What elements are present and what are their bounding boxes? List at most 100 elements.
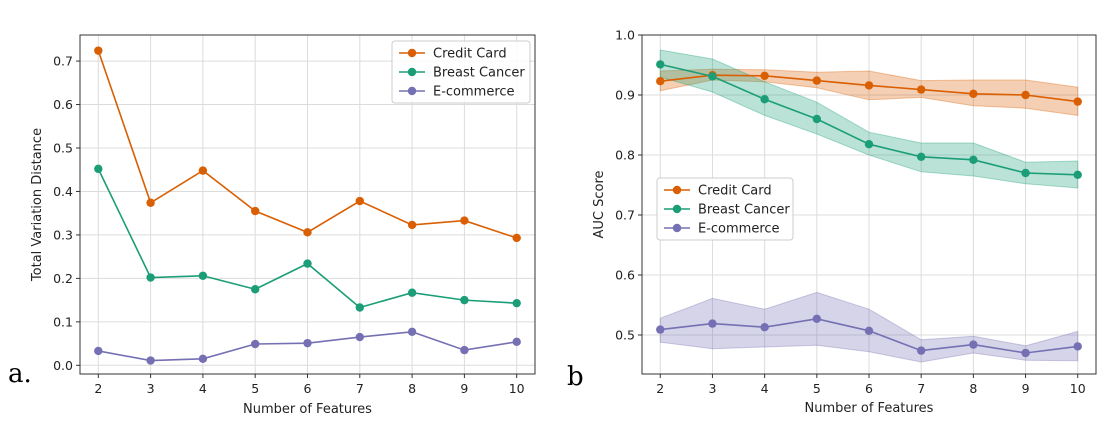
data-point-breast-cancer [94,164,103,174]
legend-label-e-commerce: E-commerce [433,85,515,100]
y-axis-label: Total Variation Distance [30,128,45,282]
y-tick-label: 0.7 [615,208,635,223]
panel-a-total-variation-distance: 2 3 4 5 6 7 8 9 10 0.0 0.1 0.2 0.3 0.4 0.5 0.6 0.7 Number… [30,34,536,417]
data-point-credit-card [355,196,364,206]
data-point-e-commerce [94,346,103,356]
data-point-breast-cancer [656,60,665,69]
y-tick-label: 0.8 [615,148,635,163]
x-tick-label: 5 [813,381,821,396]
data-point-credit-card [303,228,312,237]
legend-marker-e-commerce [672,223,682,233]
data-point-e-commerce [656,325,665,334]
data-point-breast-cancer [916,152,926,161]
x-tick-label: 2 [656,381,664,396]
y-tick-label: 0.0 [53,358,73,373]
data-point-breast-cancer [812,114,822,124]
panel-a-label: a. [8,359,32,389]
y-axis-label: AUC Score [592,170,607,238]
panel-b-auc-score: 2 3 4 5 6 7 8 9 10 0.5 0.6 0.7 0.8 0.9 1.0 Number of Fe… [592,28,1097,416]
data-point-credit-card [916,85,926,94]
confidence-band-breast-cancer [659,49,1079,189]
legend-label-credit-card: Credit Card [433,47,507,62]
legend-box [391,40,531,104]
x-tick-label: 8 [408,381,416,396]
data-point-credit-card [1021,90,1030,100]
data-point-credit-card [656,77,665,86]
x-tick-label: 9 [460,381,468,396]
data-point-breast-cancer [146,273,155,282]
data-point-breast-cancer [198,271,208,280]
y-tick-label: 0.9 [615,88,635,103]
data-point-credit-card [460,216,469,225]
legend-label-e-commerce: E-commerce [698,222,780,237]
x-tick-label: 2 [94,381,102,396]
data-point-credit-card [864,81,874,90]
data-point-breast-cancer [760,95,769,104]
data-point-credit-card [407,220,417,230]
x-tick-label: 5 [251,381,259,396]
data-point-breast-cancer [864,140,874,149]
data-point-e-commerce [812,314,822,323]
y-tick-label: 0.5 [53,141,73,156]
x-tick-label: 7 [917,381,925,396]
data-point-credit-card [512,233,521,243]
confidence-band-credit-card [659,68,1079,116]
data-point-breast-cancer [708,72,717,81]
x-tick-label: 10 [1070,381,1086,396]
data-point-credit-card [1073,97,1082,106]
data-point-e-commerce [251,339,260,349]
data-point-e-commerce [460,345,469,355]
x-tick-label: 10 [509,381,525,396]
data-point-credit-card [146,198,155,207]
data-point-breast-cancer [969,155,978,164]
data-point-e-commerce [1073,342,1082,351]
x-axis-label: Number of Features [243,402,372,417]
legend-marker-credit-card [672,185,682,195]
panel-b-label: b [567,362,584,392]
legend: Credit Card Breast Cancer E-commerce [656,177,794,241]
data-point-e-commerce [916,346,926,355]
data-point-credit-card [969,89,978,99]
x-tick-label: 3 [147,381,155,396]
legend-label-credit-card: Credit Card [698,184,772,199]
legend-marker-breast-cancer [672,204,682,214]
data-point-credit-card [812,76,822,85]
data-point-e-commerce [198,354,208,363]
data-point-e-commerce [355,332,364,342]
legend-label-breast-cancer: Breast Cancer [698,203,790,218]
legend-box [656,177,794,241]
legend-marker-e-commerce [407,86,417,96]
y-tick-label: 0.4 [53,184,73,199]
data-point-e-commerce [303,338,312,348]
data-point-breast-cancer [1021,168,1030,178]
data-point-breast-cancer [303,259,312,268]
data-point-e-commerce [760,323,769,332]
x-tick-label: 6 [304,381,312,396]
legend-marker-breast-cancer [407,67,417,77]
x-tick-label: 4 [761,381,769,396]
x-axis-label: Number of Features [805,401,934,416]
legend: Credit Card Breast Cancer E-commerce [391,40,531,104]
legend-marker-credit-card [407,48,417,58]
data-point-breast-cancer [251,285,260,294]
data-point-e-commerce [512,337,521,347]
x-tick-label: 3 [708,381,716,396]
y-tick-label: 0.6 [53,97,73,112]
y-tick-label: 0.3 [53,227,73,242]
x-tick-label: 9 [1022,381,1030,396]
data-point-credit-card [251,206,260,216]
data-point-e-commerce [969,340,978,349]
data-point-e-commerce [407,327,417,337]
x-tick-label: 6 [865,381,873,396]
data-point-credit-card [198,166,208,175]
y-tick-label: 0.2 [53,271,73,286]
data-point-breast-cancer [407,288,417,297]
y-tick-label: 1.0 [615,28,635,43]
legend-label-breast-cancer: Breast Cancer [433,66,525,81]
y-tick-label: 0.1 [53,314,73,329]
data-point-e-commerce [146,356,155,365]
data-point-breast-cancer [355,303,364,312]
y-tick-label: 0.7 [53,54,73,69]
data-point-credit-card [760,71,769,81]
